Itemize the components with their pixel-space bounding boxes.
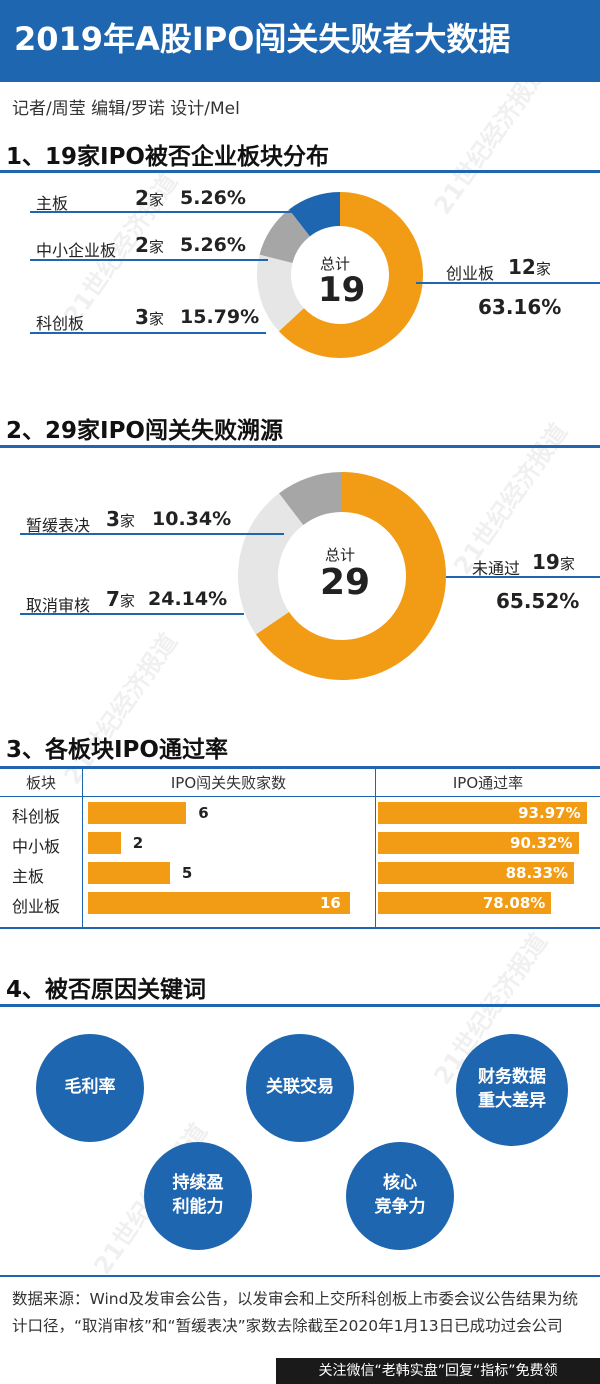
leader-line [20,533,284,535]
slice-count: 3家 [106,507,135,531]
pass-rate-label: 88.33% [505,864,569,882]
data-source-note: 数据来源：Wind及发审会公告，以发审会和上交所科创板上市委会议公告结果为统计口… [12,1290,578,1335]
donut-slice-科创板 [257,254,305,332]
failed-count-label: 6 [198,804,209,822]
keyword-bubble: 核心 竞争力 [346,1142,454,1250]
keyword-bubble: 关联交易 [246,1034,354,1142]
donut-slice-暂缓表决 [279,472,343,526]
pass-rate-label: 90.32% [510,834,573,852]
table-row-label: 科创板 [12,807,61,826]
slice-count: 12家 [508,255,551,279]
section-divider [0,766,600,769]
donut-slice-未通过 [255,472,446,680]
table-bottom-rule [0,927,600,929]
failed-count-bar [88,832,121,854]
donut-slice-中小企业板 [259,209,311,264]
slice-percent: 5.26% [180,234,246,256]
leader-line [416,282,600,284]
slice-percent: 15.79% [180,306,260,328]
section-title-4: 4、被否原因关键词 [6,977,207,1003]
table-header-rule [0,796,600,797]
slice-label: 中小企业板 [36,241,117,260]
slice-label: 取消审核 [26,596,91,615]
slice-label: 创业板 [446,264,495,283]
slice-label: 主板 [36,194,69,213]
failed-count-label: 16 [320,894,341,912]
slice-percent: 10.34% [152,508,232,530]
slice-percent: 5.26% [180,187,246,209]
section-title-2: 2、29家IPO闯关失败溯源 [6,418,283,444]
keyword-bubble: 持续盈 利能力 [144,1142,252,1250]
slice-percent: 65.52% [496,589,580,613]
donut1-center-value: 19 [318,270,366,310]
keyword-bubble: 毛利率 [36,1034,144,1142]
failed-count-label: 2 [132,834,144,852]
column-header-board: 板块 [25,774,56,792]
pass-rate-bar [378,802,587,824]
table-col-divider [375,768,376,928]
pass-rate-bar [378,862,575,884]
leader-line [446,576,600,578]
failed-count-label: 5 [181,864,193,882]
donut-chart-board-distribution [257,192,423,358]
donut-slice-取消审核 [238,493,304,635]
slice-count: 2家 [135,186,164,210]
leader-line [20,613,244,615]
donut-slice-主板 [289,192,341,237]
slice-count: 2家 [135,233,164,257]
slice-percent: 63.16% [478,295,562,319]
keyword-bubble: 财务数据 重大差异 [456,1034,568,1146]
column-header-failed: IPO闯关失败家数 [170,774,287,792]
header-banner: 2019年A股IPO闯关失败者大数据 [0,0,600,82]
slice-label: 未通过 [472,559,521,578]
slice-count: 19家 [532,550,575,574]
slice-label: 暂缓表决 [26,516,91,535]
footer-divider [0,1275,600,1277]
leader-line [30,332,266,334]
table-row-label: 主板 [12,867,45,886]
failed-count-bar [88,862,170,884]
failed-count-bar [88,802,187,824]
donut2-center-label: 总计 [325,546,356,564]
slice-count: 7家 [106,587,135,611]
leader-line [30,259,268,261]
table-row-label: 创业板 [12,897,61,916]
table-row-label: 中小板 [12,837,61,856]
leader-line [30,211,292,213]
section-divider [0,1004,600,1007]
table-col-divider [82,768,83,928]
section-title-3: 3、各板块IPO通过率 [6,737,228,763]
section-divider [0,170,600,173]
promo-banner: 关注微信“老韩实盘”回复“指标”免费领 [276,1358,600,1384]
pass-rate-bar [378,892,552,914]
slice-count: 3家 [135,305,164,329]
donut1-center-label: 总计 [320,255,351,273]
pass-rate-bar [378,832,579,854]
column-header-rate: IPO通过率 [452,774,524,792]
donut-slice-创业板 [278,192,423,358]
donut-chart-failure-source [238,472,446,680]
section-divider [0,445,600,448]
credits: 记者/周莹 编辑/罗诺 设计/Mel [12,99,240,119]
failed-count-bar [88,892,350,914]
section-title-1: 1、19家IPO被否企业板块分布 [6,144,329,170]
slice-percent: 24.14% [148,588,228,610]
slice-label: 科创板 [36,314,85,333]
pass-rate-label: 78.08% [482,894,546,912]
page-title: 2019年A股IPO闯关失败者大数据 [14,20,511,58]
pass-rate-label: 93.97% [518,804,581,822]
donut2-center-value: 29 [320,562,371,603]
